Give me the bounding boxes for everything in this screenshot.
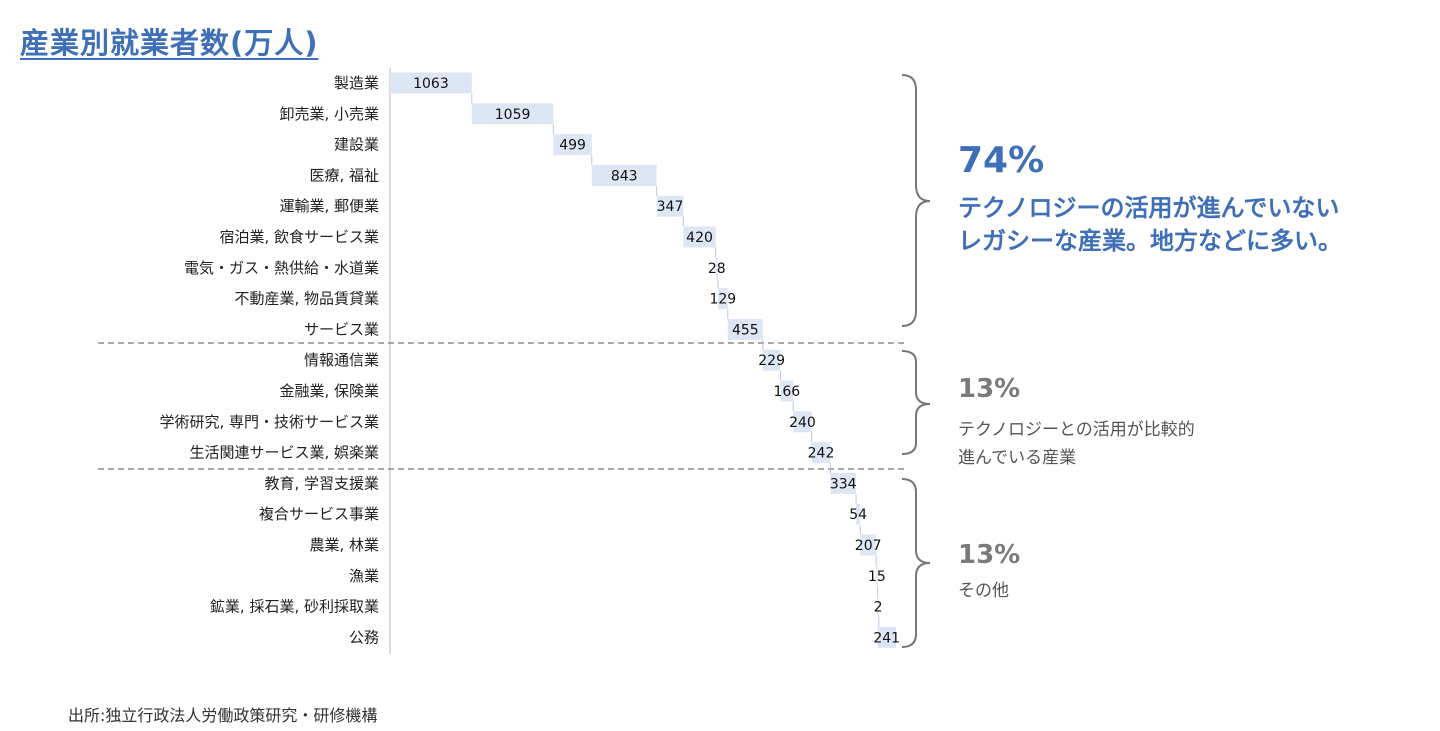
- bar: [553, 134, 592, 156]
- chart-marks: 製造業 1063 卸売業, 小売業 1059 建設業 499 医療, 福祉 843 運輸業, 郵…: [159, 72, 900, 648]
- value-label: 420: [686, 230, 713, 246]
- bar: [793, 411, 812, 433]
- group-2-description: テクノロジーとの活用が比較的 進んでいる産業: [958, 416, 1195, 472]
- category-label: 卸売業, 小売業: [279, 105, 379, 123]
- value-label: 207: [855, 538, 882, 554]
- value-label: 455: [732, 322, 759, 338]
- category-label: 医療, 福祉: [309, 166, 379, 184]
- value-label: 240: [789, 415, 816, 431]
- value-label: 28: [708, 261, 726, 277]
- value-label: 229: [758, 353, 785, 369]
- bar: [877, 626, 896, 648]
- value-label: 241: [873, 630, 900, 646]
- bar: [717, 288, 728, 310]
- category-label: 漁業: [349, 567, 379, 585]
- group-1-percent: 74%: [958, 140, 1045, 181]
- value-label: 334: [830, 476, 857, 492]
- bar: [811, 442, 831, 464]
- category-label: 電気・ガス・熱供給・水道業: [184, 259, 379, 277]
- group-3-description: その他: [958, 580, 1009, 603]
- group-2-line-2: 進んでいる産業: [958, 448, 1077, 468]
- category-label: 建設業: [334, 136, 379, 154]
- value-label: 1059: [495, 107, 531, 123]
- category-label: 学術研究, 専門・技術サービス業: [159, 413, 379, 431]
- bar: [715, 257, 718, 279]
- category-label: 情報通信業: [304, 351, 379, 369]
- group-3-percent: 13%: [958, 540, 1021, 570]
- bar: [591, 164, 657, 186]
- bar: [856, 503, 861, 525]
- bar: [860, 534, 877, 556]
- source-note: 出所:独立行政法人労働政策研究・研修機構: [68, 706, 378, 725]
- bar: [390, 72, 472, 94]
- group-1-line-1: テクノロジーの活用が進んでいない: [958, 194, 1340, 222]
- bar: [727, 318, 763, 340]
- category-label: 公務: [349, 628, 379, 646]
- category-label: 鉱業, 採石業, 砂利採取業: [210, 598, 379, 616]
- category-label: 不動産業, 物品賃貸業: [234, 290, 379, 308]
- value-label: 1063: [413, 76, 449, 92]
- chart-title: 産業別就業者数(万人): [20, 26, 319, 60]
- group-2-percent: 13%: [958, 374, 1021, 404]
- bar: [656, 195, 684, 217]
- category-label: 農業, 林業: [309, 536, 379, 554]
- value-label: 166: [773, 384, 800, 400]
- category-label: 宿泊業, 飲食サービス業: [219, 228, 379, 246]
- category-label: 製造業: [334, 74, 379, 92]
- value-label: 15: [868, 569, 886, 585]
- group-1-description: テクノロジーの活用が進んでいない レガシーな産業。地方などに多い。: [958, 192, 1342, 258]
- group-1-line-2: レガシーな産業。地方などに多い。: [958, 227, 1342, 255]
- category-label: 運輸業, 郵便業: [279, 197, 379, 215]
- category-label: 教育, 学習支援業: [264, 474, 379, 492]
- bar: [877, 596, 879, 618]
- value-label: 2: [874, 600, 883, 616]
- category-label: 金融業, 保険業: [279, 382, 379, 400]
- category-label: 生活関連サービス業, 娯楽業: [189, 444, 379, 462]
- brace-group-3: [901, 478, 931, 648]
- bar: [762, 349, 781, 371]
- value-label: 129: [709, 292, 736, 308]
- category-label: 複合サービス事業: [259, 505, 379, 523]
- brace-group-1: [901, 74, 931, 327]
- value-label: 242: [808, 446, 835, 462]
- bar: [683, 226, 716, 248]
- group-2-line-1: テクノロジーとの活用が比較的: [958, 420, 1195, 440]
- bar: [780, 380, 794, 402]
- value-label: 54: [849, 507, 867, 523]
- group-3-line-1: その他: [958, 581, 1009, 601]
- bar: [471, 103, 554, 125]
- value-label: 347: [657, 199, 684, 215]
- value-label: 843: [611, 168, 638, 184]
- value-label: 499: [559, 138, 586, 154]
- bar: [876, 565, 878, 587]
- bar: [830, 472, 857, 494]
- category-label: サービス業: [304, 320, 379, 338]
- brace-group-2: [901, 350, 931, 455]
